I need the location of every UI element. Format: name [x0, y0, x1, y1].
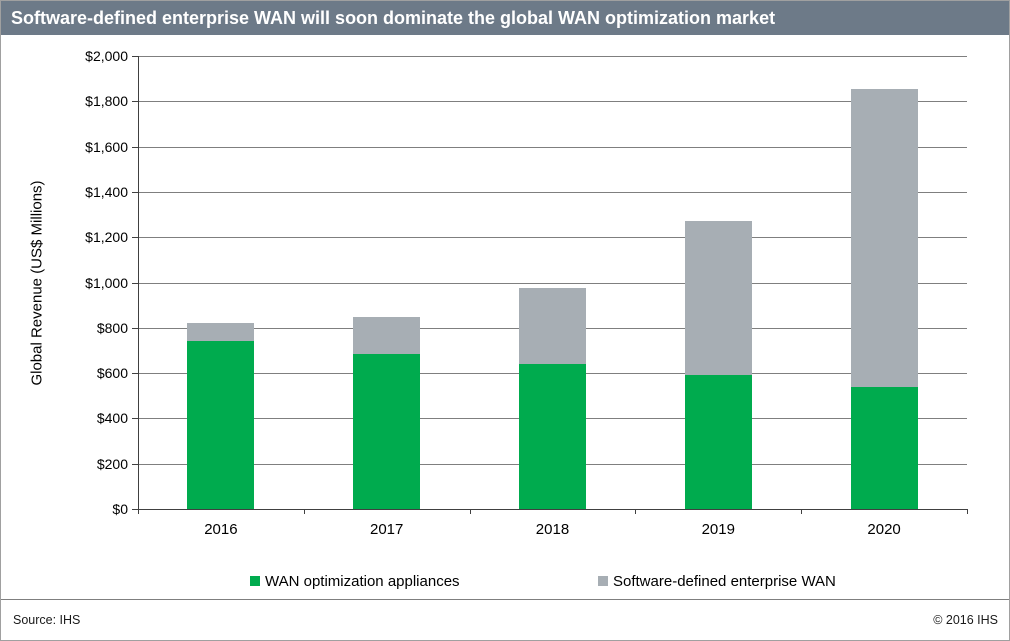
bar-segment-2018-sd-wan — [519, 288, 586, 365]
y-axis-tick — [132, 146, 138, 148]
legend-item-wan-optimization-appliances: WAN optimization appliances — [250, 572, 460, 590]
x-axis-tick — [635, 509, 637, 514]
bar-segment-2020-wan-appliances — [850, 386, 918, 509]
bar-segment-2018-wan-appliances — [519, 364, 586, 509]
y-axis-line — [138, 56, 139, 509]
y-axis-tick — [132, 101, 138, 103]
bar-segment-2019-sd-wan — [684, 221, 752, 376]
plot-area — [138, 56, 967, 509]
copyright-label: © 2016 IHS — [933, 613, 998, 627]
y-gridline — [138, 101, 967, 103]
y-axis-title: Global Revenue (US$ Millions) — [28, 179, 46, 386]
bar-segment-2019-wan-appliances — [684, 375, 752, 509]
y-axis-tick-label: $1,600 — [85, 138, 128, 155]
x-axis-line — [138, 509, 967, 510]
y-gridline — [138, 56, 967, 57]
bar-segment-2016-wan-appliances — [187, 341, 255, 509]
y-axis-tick — [132, 56, 138, 57]
bar-segment-2016-sd-wan — [187, 323, 255, 342]
y-axis-tick — [132, 237, 138, 239]
footer-separator — [1, 599, 1009, 600]
y-axis-tick-label: $1,400 — [85, 183, 128, 200]
y-axis-tick-label: $1,800 — [85, 93, 128, 110]
y-gridline — [138, 191, 967, 193]
x-axis-label: 2020 — [867, 521, 901, 538]
legend-swatch-green — [250, 576, 260, 586]
y-axis-tick — [132, 327, 138, 329]
y-axis-tick — [132, 463, 138, 465]
x-axis-label: 2017 — [370, 521, 404, 538]
y-axis-tick — [132, 418, 138, 420]
bar-segment-2017-sd-wan — [353, 316, 421, 354]
y-axis-tick — [132, 509, 138, 510]
bar-segment-2017-wan-appliances — [353, 353, 421, 509]
y-gridline — [138, 282, 967, 284]
y-axis-tick — [132, 191, 138, 193]
x-axis-tick — [303, 509, 305, 514]
legend-swatch-gray — [598, 576, 608, 586]
y-axis-tick-label: $200 — [96, 455, 128, 472]
source-label: Source: IHS — [13, 613, 81, 627]
x-axis-label: 2018 — [535, 521, 570, 538]
legend-label: WAN optimization appliances — [265, 572, 460, 590]
y-axis-tick-label: $2,000 — [85, 48, 128, 64]
x-axis-tick — [138, 509, 139, 514]
y-axis-tick-label: $600 — [96, 365, 128, 382]
legend-item-software-defined-enterprise-wan: Software-defined enterprise WAN — [598, 572, 836, 590]
y-axis-tick-label: $1,200 — [85, 229, 128, 246]
x-axis-tick — [469, 509, 471, 514]
legend-label: Software-defined enterprise WAN — [613, 572, 836, 590]
x-axis-tick — [967, 509, 968, 514]
y-axis-tick-label: $0 — [112, 501, 128, 517]
x-axis-label: 2019 — [701, 521, 735, 538]
y-axis-tick-label: $800 — [96, 319, 128, 336]
chart-title: Software-defined enterprise WAN will soo… — [11, 8, 776, 28]
y-axis-tick-label: $1,000 — [85, 274, 128, 291]
x-axis-tick — [801, 509, 803, 514]
y-gridline — [138, 146, 967, 148]
y-axis-tick-label: $400 — [96, 410, 128, 427]
y-axis-tick — [132, 373, 138, 375]
x-axis-label: 2016 — [204, 521, 238, 538]
y-gridline — [138, 237, 967, 239]
chart-title-bar: Software-defined enterprise WAN will soo… — [1, 1, 1009, 35]
y-axis-tick — [132, 282, 138, 284]
bar-segment-2020-sd-wan — [850, 88, 918, 387]
